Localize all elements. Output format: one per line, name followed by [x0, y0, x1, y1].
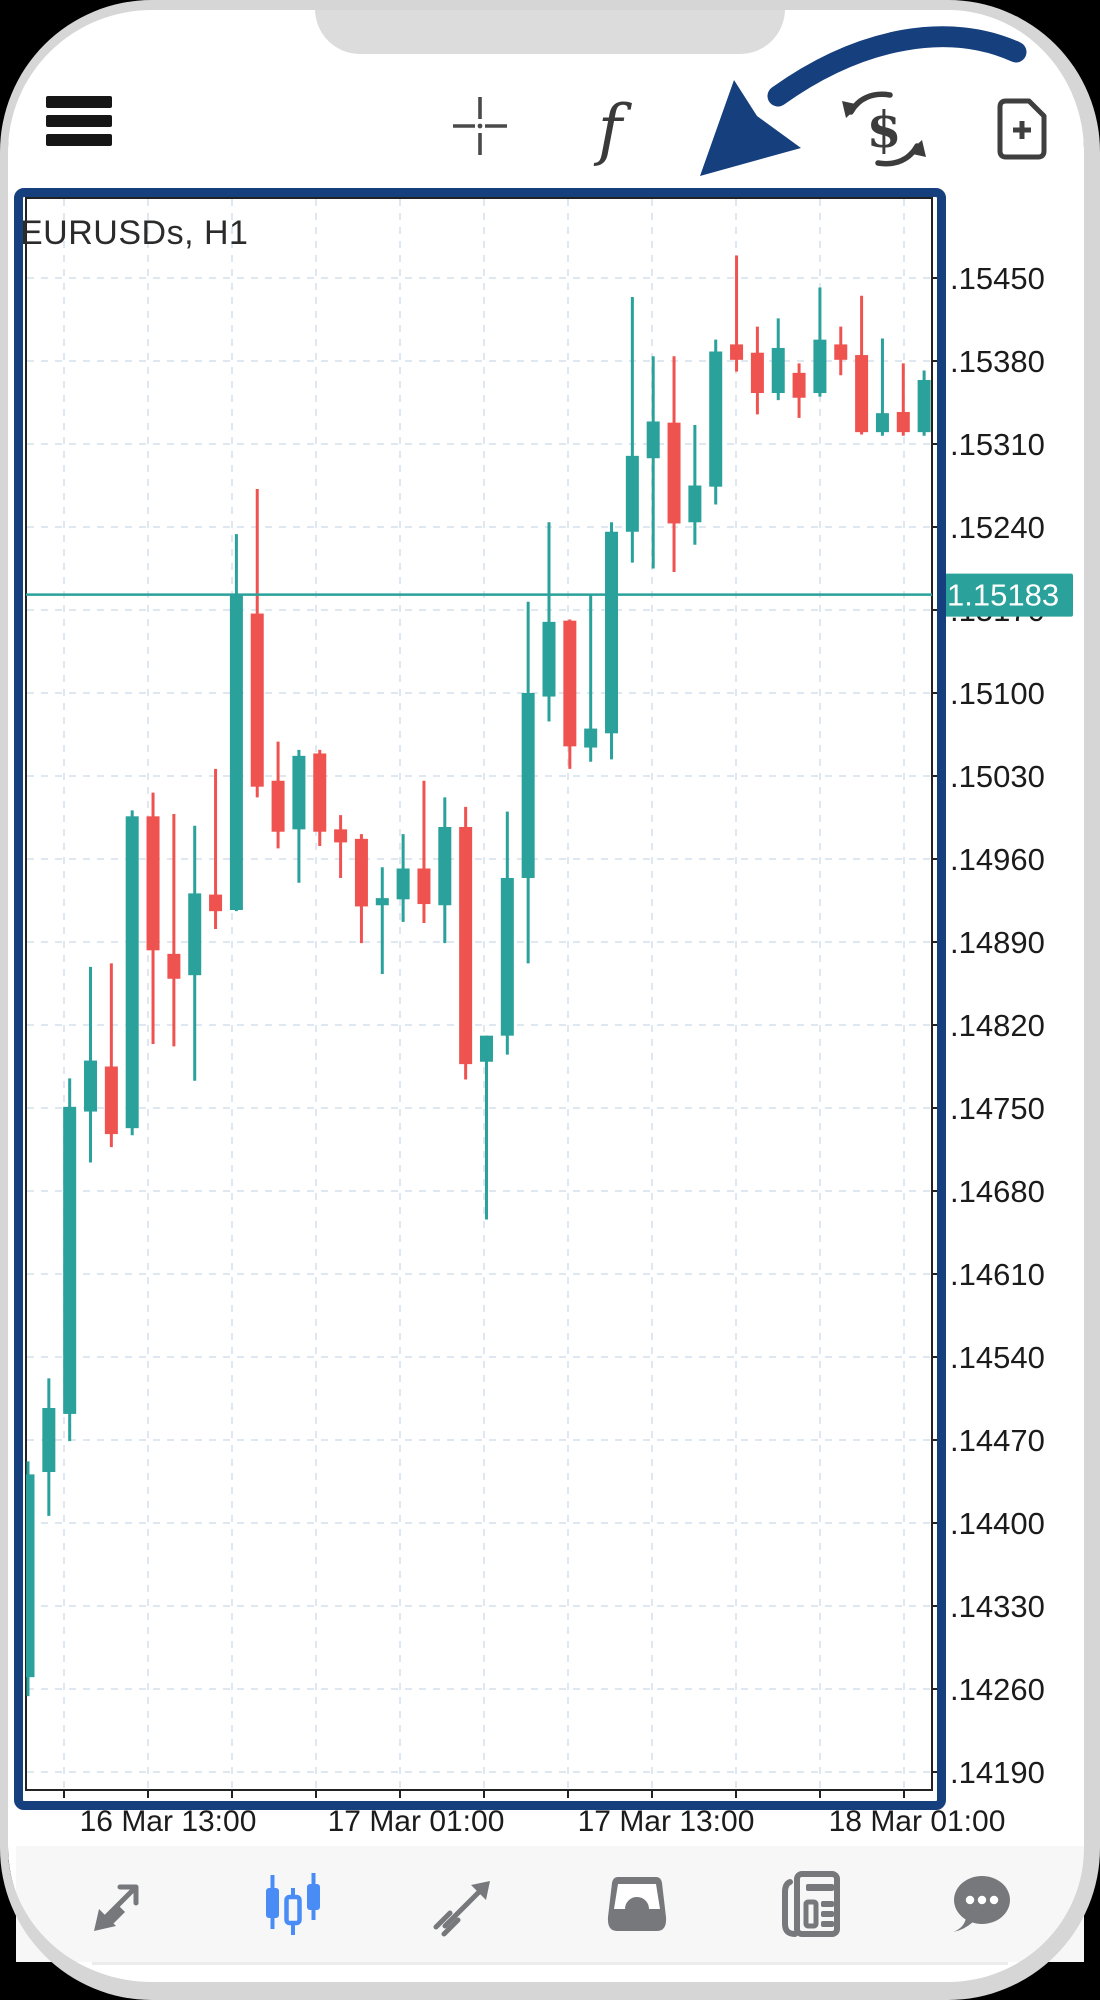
menu-bar [46, 115, 112, 127]
inbox-tray-icon [607, 1877, 667, 1931]
nav-news-button[interactable] [769, 1864, 849, 1944]
y-axis-label: .15240 [950, 510, 1045, 545]
top-toolbar: f $ [453, 91, 1047, 168]
y-axis-label: .14330 [950, 1589, 1045, 1624]
price-chart[interactable]: .15450.15380.15310.15240.15170.15100.150… [0, 180, 1100, 1845]
candle-up [584, 728, 598, 748]
chat-bubble-icon [953, 1876, 1010, 1932]
candle-down [855, 355, 869, 433]
candle-up [84, 1060, 98, 1112]
phone-notch [315, 8, 785, 54]
candle-down [730, 344, 744, 360]
candle-up [125, 816, 139, 1129]
menu-bar [46, 96, 112, 108]
quotes-arrows-icon [94, 1884, 139, 1931]
x-axis-label: 16 Mar 13:00 [80, 1805, 257, 1838]
candle-down [271, 780, 285, 832]
newspaper-icon [782, 1871, 840, 1937]
x-axis-label: 17 Mar 01:00 [328, 1805, 505, 1838]
candle-up [813, 339, 827, 394]
menu-bar [46, 134, 112, 146]
nav-history-button[interactable] [597, 1864, 677, 1944]
candle-down [834, 344, 848, 360]
candle-down [250, 613, 264, 787]
candle-down [313, 753, 327, 832]
candle-up [500, 877, 514, 1036]
candle-up [917, 379, 931, 433]
candle-up [26, 1474, 35, 1678]
candle-up [438, 826, 452, 906]
nav-charts-button[interactable] [253, 1864, 333, 1944]
candle-up [521, 693, 535, 878]
new-order-icon[interactable] [997, 98, 1047, 160]
candles-layer [26, 255, 932, 1697]
candle-up [542, 621, 556, 697]
candle-up [625, 455, 639, 532]
candle-down [459, 826, 473, 1065]
chart-symbol-label: EURUSDs, H1 [20, 214, 249, 252]
y-axis-label: .14610 [950, 1257, 1045, 1292]
bottom-navigation [16, 1846, 1084, 1962]
y-axis-label: .15450 [950, 261, 1045, 296]
function-icon[interactable]: f [593, 91, 633, 168]
y-axis-label: .14400 [950, 1506, 1045, 1541]
candle-up [771, 347, 785, 394]
candlestick-chart-icon [266, 1873, 320, 1935]
candle-down [563, 620, 577, 747]
candle-down [896, 411, 910, 433]
menu-icon[interactable] [46, 96, 112, 146]
y-axis-label: .15030 [950, 759, 1045, 794]
y-axis-label: .14680 [950, 1174, 1045, 1209]
y-axis-label: .14190 [950, 1755, 1045, 1790]
trend-line-icon [433, 1881, 490, 1937]
crosshair-icon[interactable] [453, 97, 507, 155]
candle-up [646, 421, 660, 459]
y-axis-label: .14470 [950, 1423, 1045, 1458]
candle-up [688, 485, 702, 523]
svg-text:f: f [593, 91, 633, 168]
candle-down [750, 352, 764, 394]
candle-down [104, 1066, 118, 1135]
candle-down [417, 868, 431, 905]
candle-up [479, 1035, 493, 1062]
svg-text:$: $ [867, 100, 902, 159]
currency-exchange-icon[interactable]: $ [842, 91, 926, 167]
candle-up [63, 1106, 77, 1414]
candle-up [875, 413, 889, 433]
y-axis-label: .15100 [950, 676, 1045, 711]
y-axis-label: .15380 [950, 344, 1045, 379]
y-axis-label: .14890 [950, 925, 1045, 960]
x-axis-label: 17 Mar 13:00 [578, 1805, 755, 1838]
screen-bottom-divider [92, 1962, 1008, 1965]
candle-down [209, 894, 223, 912]
candle-down [667, 422, 681, 524]
y-axis-label: .14750 [950, 1091, 1045, 1126]
candle-up [709, 351, 723, 487]
nav-messages-button[interactable] [941, 1864, 1021, 1944]
candle-up [605, 531, 619, 734]
candle-down [167, 953, 181, 979]
price-tag [941, 573, 1073, 617]
candle-up [42, 1407, 56, 1473]
x-axis-label: 18 Mar 01:00 [829, 1805, 1006, 1838]
y-axis-label: .14540 [950, 1340, 1045, 1375]
y-axis-label: .14960 [950, 842, 1045, 877]
candle-up [292, 755, 306, 830]
candle-down [334, 829, 348, 843]
nav-quotes-button[interactable] [81, 1864, 161, 1944]
y-axis-label: .14820 [950, 1008, 1045, 1043]
candle-up [396, 868, 410, 900]
candle-down [146, 816, 160, 951]
candle-down [354, 838, 368, 907]
candle-up [188, 893, 202, 976]
y-axis-label: .15310 [950, 427, 1045, 462]
nav-trade-button[interactable] [425, 1864, 505, 1944]
price-tag-value: 1.15183 [947, 578, 1059, 613]
candle-up [229, 594, 243, 910]
candle-down [792, 372, 806, 398]
y-axis-label: .14260 [950, 1672, 1045, 1707]
plot-frame [25, 197, 933, 1791]
candle-up [375, 898, 389, 906]
